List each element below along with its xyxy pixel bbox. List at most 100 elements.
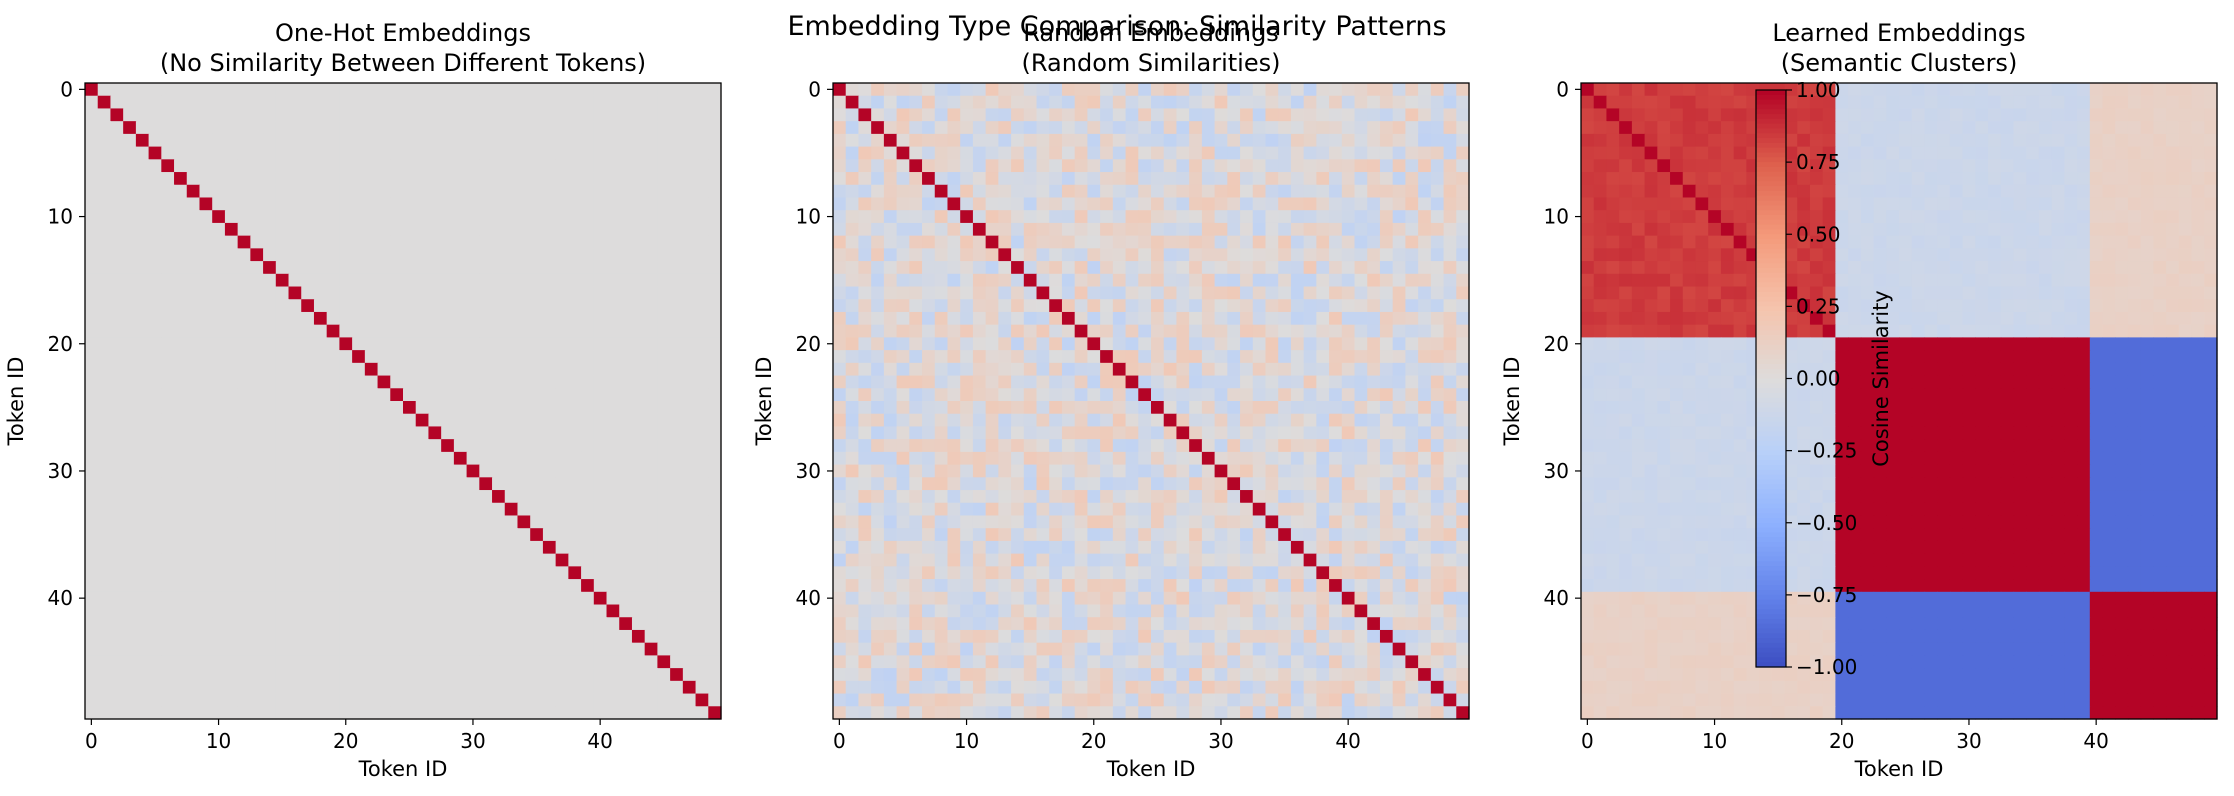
- heatmap-cell: [466, 413, 480, 428]
- heatmap-cell: [985, 464, 999, 478]
- heatmap-cell: [1430, 515, 1445, 529]
- heatmap-cell: [1405, 222, 1419, 237]
- heatmap-cell: [568, 642, 582, 656]
- heatmap-cell: [934, 553, 949, 567]
- heatmap-cell: [1189, 693, 1203, 707]
- heatmap-cell: [682, 235, 697, 249]
- heatmap-cell: [1278, 553, 1292, 567]
- heatmap-cell: [1125, 210, 1139, 224]
- heatmap-cell: [1265, 655, 1279, 669]
- heatmap-cell: [593, 617, 608, 631]
- heatmap-cell: [479, 324, 493, 338]
- heatmap-cell: [644, 540, 658, 555]
- heatmap-cell: [1252, 388, 1267, 402]
- heatmap-cell: [377, 286, 391, 300]
- heatmap-cell: [1252, 210, 1267, 224]
- heatmap-cell: [224, 375, 239, 389]
- heatmap-cell: [644, 324, 658, 338]
- heatmap-cell: [947, 261, 961, 275]
- heatmap-cell: [339, 617, 353, 631]
- heatmap-cell: [845, 235, 860, 249]
- heatmap-cell: [896, 464, 910, 478]
- heatmap-cell: [1278, 362, 1292, 377]
- heatmap-cell: [1265, 668, 1279, 682]
- heatmap-cell: [441, 235, 455, 249]
- heatmap-cell: [606, 261, 620, 275]
- heatmap-cell: [896, 477, 910, 491]
- heatmap-cell: [453, 604, 468, 618]
- heatmap-cell: [670, 629, 684, 644]
- heatmap-cell: [896, 184, 910, 199]
- heatmap-cell: [1100, 515, 1114, 529]
- heatmap-cell: [237, 553, 251, 567]
- heatmap-cell: [1201, 146, 1216, 160]
- heatmap-cell: [972, 108, 987, 122]
- heatmap-cell: [883, 248, 898, 262]
- heatmap-cell: [947, 579, 961, 593]
- heatmap-cell: [288, 629, 302, 644]
- heatmap-cell: [644, 579, 658, 593]
- heatmap-cell: [1176, 222, 1190, 237]
- heatmap-cell: [1392, 184, 1406, 199]
- heatmap-cell: [1367, 172, 1381, 186]
- heatmap-cell: [1329, 350, 1343, 364]
- heatmap-cell: [708, 668, 722, 682]
- heatmap-cell: [858, 502, 872, 517]
- heatmap-cell: [657, 337, 671, 351]
- heatmap-cell: [377, 668, 391, 682]
- heatmap-cell: [1176, 172, 1190, 186]
- heatmap-cell: [568, 324, 582, 338]
- heatmap-cell: [985, 299, 999, 313]
- heatmap-cell: [657, 83, 671, 97]
- heatmap-cell: [1138, 337, 1152, 351]
- heatmap-cell: [657, 121, 671, 135]
- heatmap-cell: [85, 591, 99, 606]
- heatmap-cell: [263, 566, 277, 580]
- heatmap-cell: [972, 375, 987, 389]
- heatmap-cell: [339, 108, 353, 122]
- heatmap-cell: [135, 172, 150, 186]
- heatmap-cell: [250, 273, 264, 288]
- heatmap-cell: [998, 210, 1012, 224]
- heatmap-cell: [947, 172, 961, 186]
- heatmap-cell: [1201, 668, 1216, 682]
- heatmap-cell: [224, 451, 239, 466]
- heatmap-cell: [1100, 375, 1114, 389]
- heatmap-cell: [1354, 426, 1368, 440]
- heatmap-cell: [1011, 655, 1025, 669]
- heatmap-cell: [682, 311, 697, 326]
- heatmap-cell: [186, 184, 201, 199]
- heatmap-cell: [1367, 464, 1381, 478]
- heatmap-cell: [1125, 324, 1139, 338]
- y-axis-label: Token ID: [4, 357, 28, 447]
- heatmap-cell: [186, 95, 201, 110]
- heatmap-cell: [858, 375, 872, 389]
- heatmap-cell: [1087, 210, 1101, 224]
- heatmap-cell: [1036, 426, 1050, 440]
- heatmap-cell: [606, 464, 620, 478]
- heatmap-cell: [1392, 159, 1406, 173]
- heatmap-cell: [428, 286, 442, 300]
- heatmap-cell: [530, 222, 544, 237]
- heatmap-cell: [326, 95, 340, 110]
- heatmap-cell: [377, 95, 391, 110]
- heatmap-cell: [555, 515, 569, 529]
- heatmap-cell: [947, 350, 961, 364]
- heatmap-cell: [1405, 121, 1419, 135]
- heatmap-cell: [1290, 133, 1305, 148]
- heatmap-cell: [1214, 566, 1228, 580]
- heatmap-cell: [1392, 133, 1406, 148]
- heatmap-cell: [377, 490, 391, 504]
- heatmap-cell: [619, 350, 633, 364]
- heatmap-cell: [1354, 133, 1368, 148]
- heatmap-cell: [845, 706, 860, 720]
- heatmap-cell: [1367, 642, 1381, 656]
- heatmap-cell: [1061, 172, 1076, 186]
- heatmap-cell: [555, 668, 569, 682]
- heatmap-cell: [517, 362, 531, 377]
- heatmap-cell: [1049, 680, 1063, 695]
- heatmap-cell: [858, 706, 872, 720]
- heatmap-cell: [606, 159, 620, 173]
- heatmap-cell: [1049, 579, 1063, 593]
- heatmap-cell: [1290, 553, 1305, 567]
